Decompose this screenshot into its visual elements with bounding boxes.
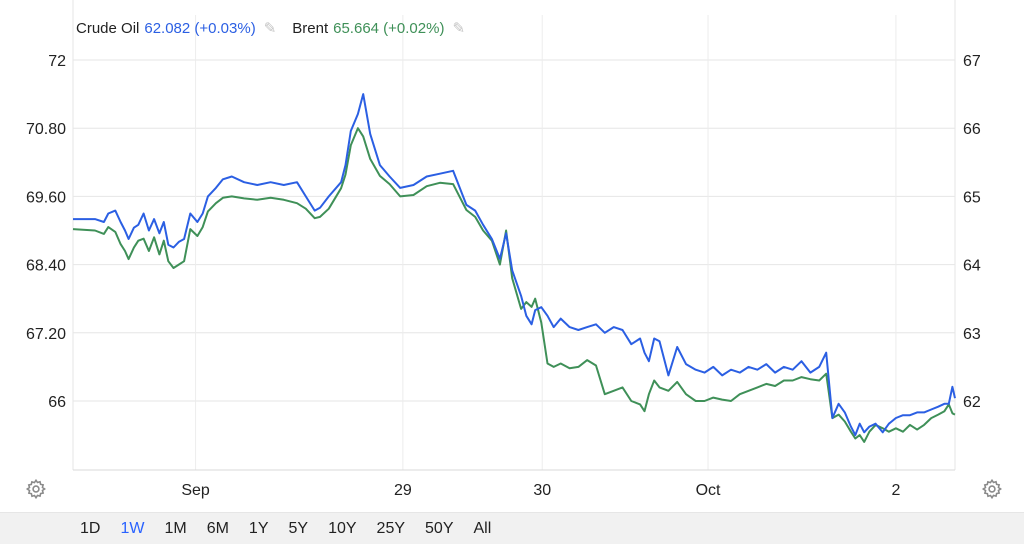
range-option-5y[interactable]: 5Y [288, 520, 309, 537]
gear-icon[interactable] [25, 478, 47, 500]
right-axis-ticks: 67 66 65 64 63 62 [963, 53, 981, 411]
left-tick-label: 68.40 [26, 258, 66, 275]
right-tick-label: 65 [963, 189, 981, 206]
left-tick-label: 72 [48, 53, 66, 70]
legend-entry-brent[interactable]: Brent 65.664 (+0.02%) ✎ [292, 19, 466, 38]
right-tick-label: 66 [963, 121, 981, 138]
x-tick-label: 30 [533, 482, 551, 499]
series-line-brent [72, 127, 956, 443]
range-selector-bar: 1D 1W 1M 6M 1Y 5Y 10Y 25Y 50Y All [0, 512, 1024, 544]
legend-name: Brent [292, 19, 329, 37]
range-option-1w[interactable]: 1W [120, 520, 145, 537]
legend-name: Crude Oil [76, 19, 140, 37]
left-tick-label: 69.60 [26, 189, 66, 206]
x-tick-label: Sep [181, 482, 210, 499]
right-tick-label: 63 [963, 326, 981, 343]
left-tick-label: 66 [48, 394, 66, 411]
legend-value: 65.664 (+0.02%) [333, 19, 445, 37]
left-axis-ticks: 72 70.80 69.60 68.40 67.20 66 [26, 53, 66, 411]
x-tick-label: 29 [394, 482, 412, 499]
x-tick-label: 2 [891, 482, 900, 499]
legend-value: 62.082 (+0.03%) [144, 19, 256, 37]
left-tick-label: 67.20 [26, 326, 66, 343]
legend-entry-crude-oil[interactable]: Crude Oil 62.082 (+0.03%) ✎ [76, 19, 277, 38]
right-tick-label: 64 [963, 258, 981, 275]
series-lines [72, 93, 956, 443]
left-tick-label: 70.80 [26, 121, 66, 138]
right-tick-label: 62 [963, 394, 981, 411]
right-tick-label: 67 [963, 53, 981, 70]
gear-icon[interactable] [981, 478, 1003, 500]
grid-lines [72, 0, 956, 471]
range-selector: 1D 1W 1M 6M 1Y 5Y 10Y 25Y 50Y All [70, 519, 501, 539]
series-line-crude-oil [73, 93, 956, 437]
range-option-10y[interactable]: 10Y [328, 520, 357, 537]
range-option-1d[interactable]: 1D [80, 520, 101, 537]
x-axis-ticks: Sep 29 30 Oct 2 [181, 482, 900, 499]
line-chart: 72 70.80 69.60 68.40 67.20 66 67 66 65 64 63 62 Se… [26, 0, 981, 499]
range-option-all[interactable]: All [473, 520, 492, 537]
range-option-50y[interactable]: 50Y [425, 520, 454, 537]
x-tick-label: Oct [696, 482, 721, 499]
legend: Crude Oil 62.082 (+0.03%) ✎ Brent 65.664… [76, 19, 481, 38]
pencil-icon[interactable]: ✎ [452, 20, 466, 37]
range-option-25y[interactable]: 25Y [376, 520, 406, 537]
range-option-6m[interactable]: 6M [206, 520, 229, 537]
range-option-1y[interactable]: 1Y [248, 520, 269, 537]
pencil-icon[interactable]: ✎ [263, 20, 277, 37]
range-option-1m[interactable]: 1M [164, 520, 187, 537]
